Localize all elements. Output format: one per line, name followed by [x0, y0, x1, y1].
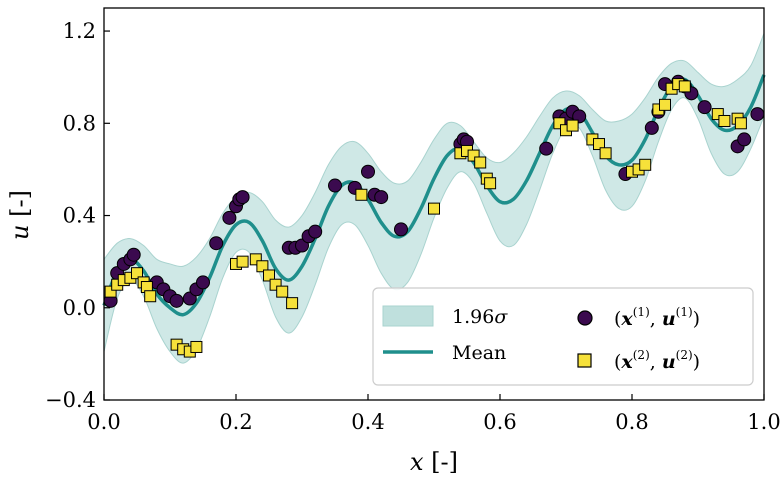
axes-layer	[103, 7, 765, 401]
series2-point-41	[678, 80, 691, 93]
x-tick-label: 0.2	[219, 410, 252, 434]
series2-point-21	[428, 202, 440, 215]
series2-point-36	[639, 158, 652, 171]
legend-series1-marker	[577, 310, 593, 326]
legend: 1.96σ Mean (x(1), u(1)) (x(2), u(2))	[372, 287, 754, 386]
series2-point-4	[131, 267, 143, 280]
x-tick-label: 1.0	[747, 410, 780, 434]
series1-point-16	[235, 190, 250, 205]
legend-series1-label: (x(1), u(1))	[614, 305, 700, 330]
series1-point-22	[328, 178, 342, 193]
series2-point-42	[711, 108, 724, 121]
series1-point-13	[222, 210, 237, 225]
legend-mean-label: Mean	[452, 342, 506, 364]
series1-point-11	[196, 275, 210, 290]
series1-point-21	[308, 224, 323, 239]
series2-point-33	[599, 147, 612, 160]
series2-point-14	[249, 253, 262, 266]
series2-point-17	[269, 278, 282, 291]
x-tick-label: 0.8	[615, 410, 648, 434]
series1-point-31	[539, 141, 554, 156]
ticks-layer: 0.0 0.2 0.4 0.6 0.8 1.0−0.40.00.40.81.2	[45, 19, 781, 434]
mean-curve-layer	[102, 74, 766, 317]
y-axis-label: u [-]	[6, 190, 34, 240]
legend-series2-marker	[577, 353, 592, 368]
series2-point-43	[718, 114, 731, 127]
legend-band-swatch	[382, 305, 434, 327]
series2-point-19	[286, 297, 299, 310]
y-tick-label: 0.4	[63, 204, 96, 228]
legend-frame	[372, 287, 754, 386]
series2-point-18	[276, 285, 289, 298]
series2-point-20	[355, 188, 368, 201]
series1-point-4	[126, 247, 141, 262]
series1-point-27	[394, 222, 408, 237]
series2-point-38	[659, 98, 671, 111]
x-tick-label: 0.0	[87, 410, 120, 434]
series1-point-43	[697, 100, 712, 115]
series2-point-25	[474, 156, 487, 169]
legend-series2-label: (x(2), u(2))	[614, 348, 700, 373]
x-tick-label: 0.4	[351, 410, 384, 434]
x-axis-label: x [-]	[410, 448, 458, 476]
series1-point-24	[361, 164, 375, 179]
data-points-layer	[103, 74, 765, 358]
plot-frame	[103, 7, 765, 401]
series2-point-7	[144, 290, 157, 303]
legend-band-label: 1.96σ	[452, 306, 508, 328]
series1-point-8	[169, 293, 184, 308]
series2-point-28	[553, 117, 566, 130]
series2-point-16	[263, 269, 275, 282]
series2-point-15	[256, 260, 269, 273]
series2-point-0	[104, 285, 117, 298]
y-tick-label: −0.4	[45, 388, 96, 412]
series1-point-45	[737, 132, 752, 147]
y-tick-label: 0.0	[63, 296, 96, 320]
y-tick-label: 1.2	[63, 19, 96, 43]
series2-point-30	[566, 119, 579, 132]
series2-point-24	[467, 149, 480, 162]
x-tick-label: 0.6	[483, 410, 516, 434]
series1-point-37	[644, 120, 659, 135]
series1-point-12	[209, 236, 224, 251]
series1-point-26	[374, 190, 389, 205]
series2-point-27	[484, 177, 497, 190]
series1-point-46	[750, 107, 765, 122]
series2-point-11	[190, 340, 203, 353]
series2-point-32	[593, 138, 605, 151]
series2-point-45	[734, 117, 747, 130]
mean-curve	[102, 74, 766, 317]
y-tick-label: 0.8	[63, 111, 96, 135]
series2-point-13	[236, 255, 249, 268]
